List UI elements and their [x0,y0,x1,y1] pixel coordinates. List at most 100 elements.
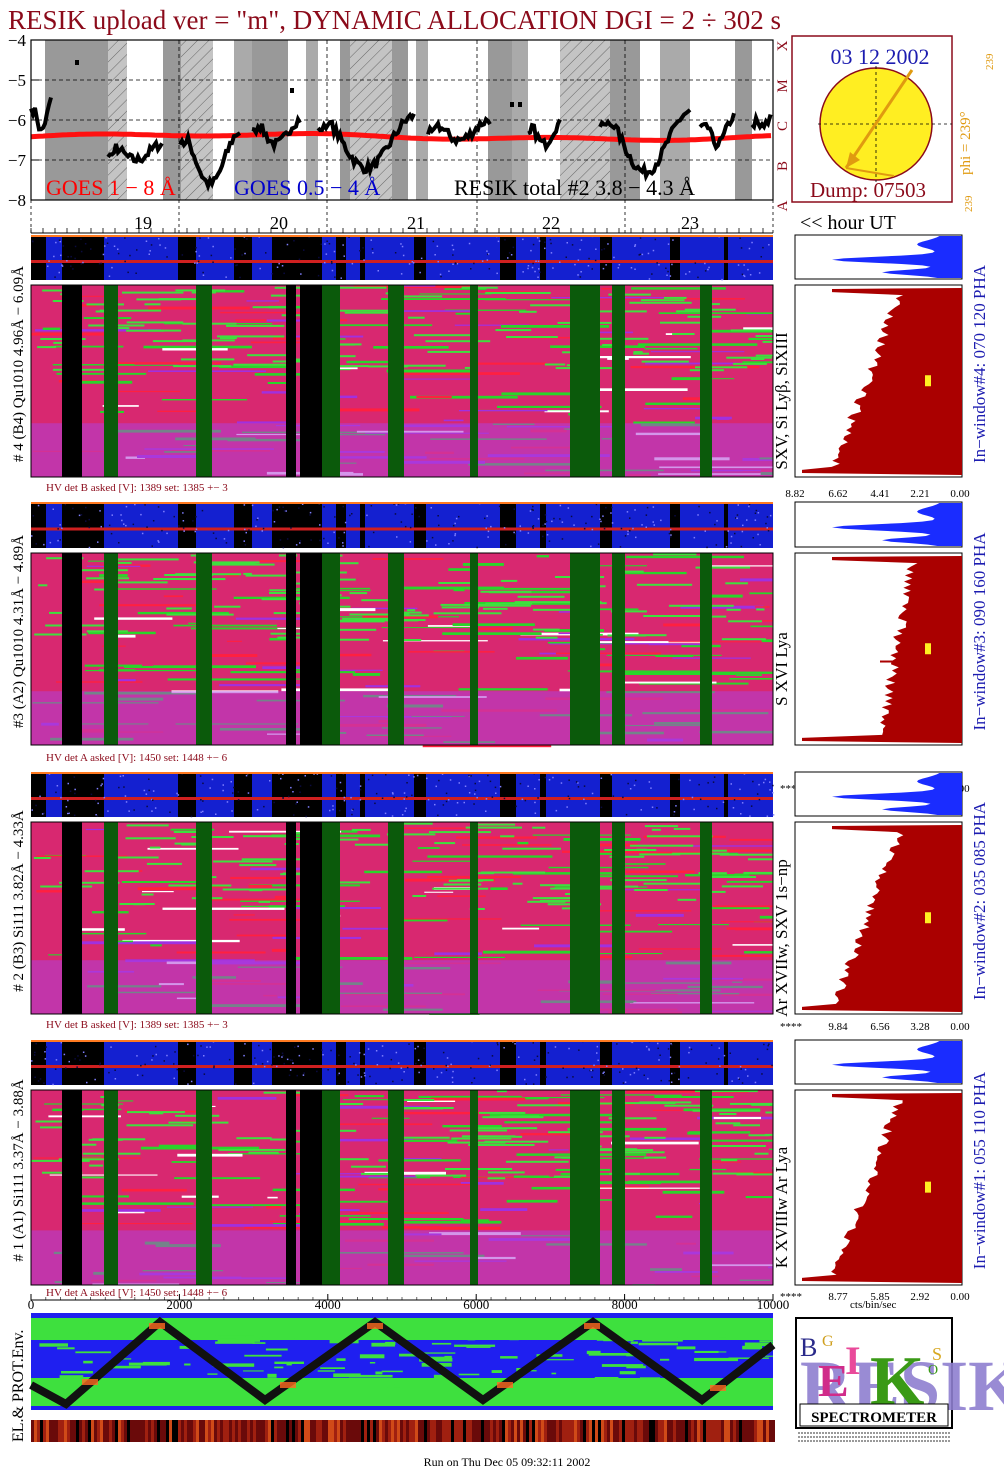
svg-text:O: O [928,1363,938,1378]
env-label: EL.& PROT.Env. [10,1330,27,1442]
channel-green-column [700,822,712,1014]
svg-text:I: I [845,1338,861,1383]
channel-green-column [700,1090,712,1285]
pha-tick-prefix: **** [780,1021,802,1033]
channel-green-column [612,285,625,477]
channel-green-column [388,822,404,1014]
channel-green-column [388,553,404,745]
channel-top-strip [31,772,773,817]
channel-green-column [470,822,478,1014]
logo-caption: SPECTROMETER [811,1410,937,1426]
pha-tick-label: 0.00 [950,488,970,500]
channel-green-column [104,285,118,477]
pha-window-marker [925,1182,931,1193]
goes-y-tick-label: −6 [8,111,26,130]
goes-y-tick-label: −4 [8,31,27,50]
goes-y-tick-label: −5 [8,71,26,90]
pha-tick-label: 8.77 [828,1291,848,1303]
channel-green-column [104,1090,118,1285]
hour-axis-label: << hour UT [800,212,896,234]
pha-tick-label: 4.41 [870,488,889,500]
pha-tick-label: 6.56 [870,1021,890,1033]
channel-green-column [196,1090,212,1285]
channel-green-column [388,1090,404,1285]
sun-dump: Dump: 07503 [810,178,926,202]
pha-tick-label: 2.92 [910,1291,929,1303]
channel-green-column [104,553,118,745]
legend-goes-long: GOES 1 − 8 Å [46,175,176,200]
channel-green-column [570,285,600,477]
channel-left-label: # 4 (B4) Qu1010 4.96Å − 6.09Å [11,266,27,462]
pha-tick-label: 3.28 [910,1021,930,1033]
goes-class-letter: M [775,79,791,92]
channel-green-column [570,822,600,1014]
legend-goes-short: GOES 0.5 − 4 Å [234,175,380,200]
channel-green-column [322,822,340,1014]
channel-green-column [470,1090,478,1285]
svg-text:B: B [800,1333,817,1362]
pha-tick-label: 0.00 [950,1021,970,1033]
hour-tick-label: 23 [681,213,699,233]
channel-green-column [322,553,340,745]
channel-right-label: In−window#1: 055 110 PHA [970,1071,989,1269]
channel-hv-text: HV det B asked [V]: 1389 set: 1385 +− 3 [46,482,228,494]
channel-top-strip [31,1040,773,1085]
channel-left-label: # 1 (A1) Si111 3.37Å − 3.88Å [11,1079,27,1262]
channel-group: # 4 (B4) Qu1010 4.96Å − 6.09Å SXV, Si Lyβ… [11,235,989,500]
channel-hv-text: HV det A asked [V]: 1450 set: 1448 +− 6 [46,1287,228,1299]
channel-line-label: S XVI Lya [772,632,791,706]
run-timestamp: Run on Thu Dec 05 09:32:11 2002 [424,1455,591,1469]
channel-green-column [470,553,478,745]
pha-window-marker [925,643,931,654]
svg-text:S: S [932,1344,942,1364]
goes-class-letter: A [775,200,791,211]
channel-green-column [104,822,118,1014]
channel-green-column [612,822,625,1014]
legend-resik: RESIK total #2 3.8 − 4.3 Å [454,175,695,200]
hour-tick-label: 20 [270,213,288,233]
channel-right-label: In−window#4: 070 120 PHA [970,264,989,463]
pha-window-marker [925,375,931,386]
channel-green-column [322,1090,340,1285]
count-axis-unit: cts/bin/sec [850,1299,897,1311]
goes-class-letter: X [775,40,791,51]
goes-band [735,40,752,200]
env-panel: EL.& PROT.Env. [10,1313,775,1442]
channel-green-column [322,285,340,477]
hour-tick-label: 22 [542,213,560,233]
pha-window-marker [925,912,931,923]
channel-green-column [612,1090,625,1285]
channel-green-column [570,1090,600,1285]
hour-tick-label: 19 [134,213,152,233]
resik-point [510,102,514,107]
sun-date: 03 12 2002 [831,44,930,69]
pha-tick-label: 8.82 [785,488,804,500]
sun-panel: 03 12 2002 Dump: 07503 phi = 239° 239 23… [792,36,996,212]
channel-left-label: #3 (A2) Qu1010 4.31Å − 4.89Å [11,535,27,728]
channel-green-column [196,822,212,1014]
spectrometer-channels: # 4 (B4) Qu1010 4.96Å − 6.09Å SXV, Si Lyβ… [11,235,989,1303]
pha-tick-label: 6.62 [828,488,847,500]
resik-logo: RESIK E K I S O B G SPECTROMETER [796,1318,1004,1443]
channel-green-column [388,285,404,477]
channel-green-column [700,285,712,477]
channel-left-label: # 2 (B3) Si111 3.82Å − 4.33Å [11,810,27,992]
phi-label: phi = 239° [958,111,974,175]
pha-tick-label: 0.00 [950,1291,970,1303]
resik-point [75,60,79,65]
env-particle-strip [31,1420,775,1442]
channel-green-column [196,553,212,745]
channel-green-column [570,553,600,745]
channel-right-label: In−window#3: 090 160 PHA [970,532,989,731]
channel-line-label: SXV, Si Lyβ, SiXIII [772,332,791,470]
channel-green-column [612,553,625,745]
channel-right-label: In−window#2: 035 085 PHA [970,801,989,1000]
